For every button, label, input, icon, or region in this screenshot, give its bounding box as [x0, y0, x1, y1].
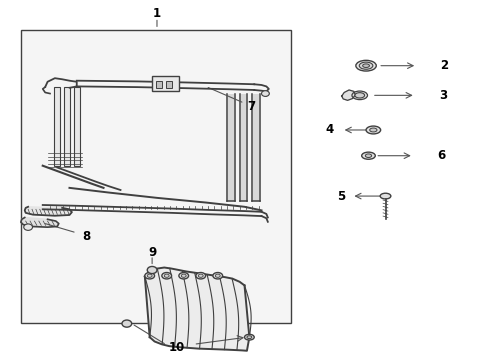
- Ellipse shape: [365, 154, 371, 157]
- Ellipse shape: [351, 91, 367, 100]
- Circle shape: [122, 320, 131, 327]
- Ellipse shape: [196, 273, 205, 279]
- Text: 10: 10: [168, 341, 184, 354]
- Ellipse shape: [144, 273, 154, 279]
- Bar: [54, 87, 60, 166]
- Text: 4: 4: [325, 123, 333, 136]
- Circle shape: [261, 91, 269, 96]
- Bar: [240, 94, 246, 202]
- Ellipse shape: [212, 273, 222, 279]
- Text: 8: 8: [82, 230, 90, 243]
- Ellipse shape: [246, 336, 251, 339]
- Text: 2: 2: [439, 59, 447, 72]
- Bar: [74, 87, 80, 166]
- Ellipse shape: [181, 274, 186, 277]
- Ellipse shape: [179, 273, 188, 279]
- Text: 5: 5: [336, 190, 344, 203]
- Text: 1: 1: [153, 8, 161, 21]
- Ellipse shape: [361, 152, 374, 159]
- Circle shape: [24, 224, 32, 230]
- Polygon shape: [21, 217, 59, 227]
- Ellipse shape: [354, 93, 364, 98]
- Polygon shape: [341, 90, 355, 100]
- Ellipse shape: [244, 334, 254, 340]
- Ellipse shape: [164, 274, 169, 277]
- Text: 9: 9: [148, 246, 156, 258]
- Ellipse shape: [198, 274, 203, 277]
- Ellipse shape: [379, 193, 390, 199]
- Bar: [252, 94, 258, 202]
- Bar: [228, 94, 234, 202]
- Ellipse shape: [147, 274, 152, 277]
- Text: 3: 3: [438, 89, 446, 102]
- Ellipse shape: [162, 273, 171, 279]
- Ellipse shape: [362, 64, 369, 67]
- Bar: [64, 87, 70, 166]
- Circle shape: [147, 266, 157, 274]
- Bar: [165, 81, 172, 88]
- Bar: [152, 76, 179, 91]
- Text: 7: 7: [247, 100, 255, 113]
- Ellipse shape: [369, 128, 376, 132]
- Polygon shape: [25, 207, 72, 216]
- Polygon shape: [144, 267, 249, 351]
- Ellipse shape: [355, 60, 375, 71]
- Ellipse shape: [366, 126, 380, 134]
- Ellipse shape: [215, 274, 220, 277]
- Ellipse shape: [359, 62, 372, 69]
- FancyBboxPatch shape: [21, 30, 290, 323]
- Text: 6: 6: [436, 149, 445, 162]
- Bar: [156, 81, 162, 88]
